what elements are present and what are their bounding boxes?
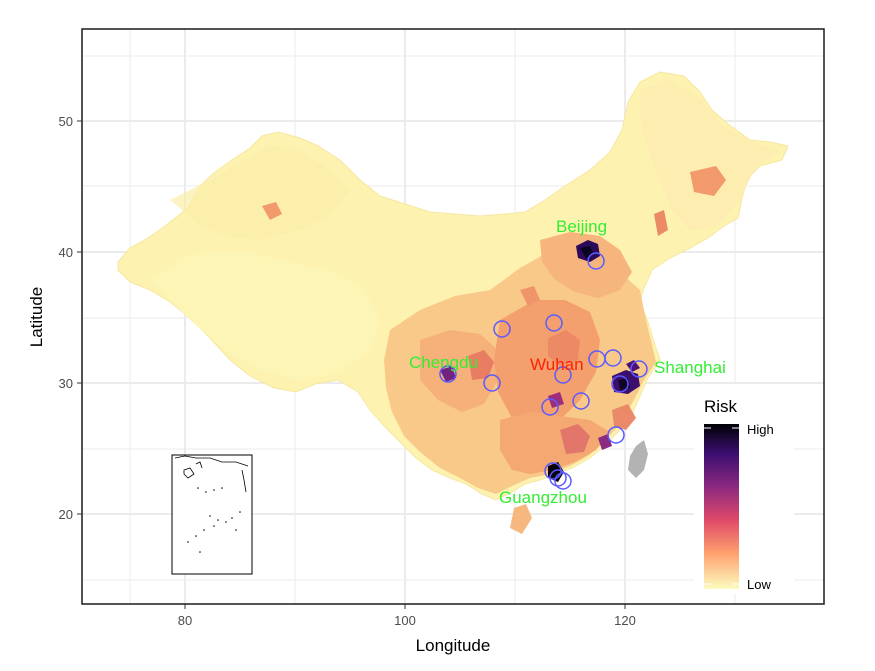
city-label-guangzhou: Guangzhou	[499, 488, 587, 507]
circle-marker	[483, 374, 501, 392]
city-label-chengdu: Chengdu	[409, 353, 478, 372]
circle-marker	[604, 349, 622, 367]
china-landmass	[117, 71, 789, 534]
x-tick-label: 120	[614, 613, 636, 628]
south-china-sea-inset	[171, 454, 253, 575]
circle-marker	[541, 398, 559, 416]
legend-high-label: High	[747, 422, 774, 437]
x-axis-title: Longitude	[416, 636, 491, 655]
region-hebei-shade	[540, 232, 632, 298]
patch-9	[520, 286, 540, 306]
circle-marker	[439, 365, 457, 383]
region-hubei-shade	[494, 300, 600, 428]
panel-border	[81, 28, 825, 605]
inset-coastline	[174, 455, 249, 493]
risk-legend: Risk High Low	[694, 384, 794, 594]
patch-6	[262, 202, 282, 220]
patch-7	[510, 504, 532, 534]
taiwan	[628, 440, 648, 478]
circle-marker	[549, 469, 567, 487]
x-tick-label: 80	[178, 613, 192, 628]
region-south-shade	[500, 412, 610, 474]
hotspot-wuhan	[626, 360, 640, 372]
city-labels: Beijing Shanghai Chengdu Wuhan Guangzhou	[409, 217, 726, 507]
y-tick-label: 30	[59, 376, 73, 391]
circle-marker	[630, 360, 648, 378]
hotspot-hunan	[548, 392, 564, 408]
legend-colorbar	[704, 424, 739, 589]
circle-marker	[554, 472, 572, 490]
y-tick-label: 40	[59, 245, 73, 260]
circle-marker	[587, 252, 605, 270]
patch-2	[468, 350, 494, 380]
y-tick-label: 20	[59, 507, 73, 522]
circle-marker	[607, 426, 625, 444]
circle-marker	[554, 366, 572, 384]
circle-marker	[572, 392, 590, 410]
city-label-shanghai: Shanghai	[654, 358, 726, 377]
legend-title: Risk	[704, 397, 738, 416]
patch-4	[612, 404, 636, 430]
region-northwest-shade	[170, 145, 350, 240]
patch-3	[560, 424, 590, 454]
city-label-wuhan: Wuhan	[530, 355, 584, 374]
region-tibet-shade	[150, 250, 380, 380]
city-circles	[439, 252, 648, 490]
city-label-beijing: Beijing	[556, 217, 607, 236]
circle-marker	[611, 375, 629, 393]
inset-islands	[187, 487, 241, 553]
y-axis-title: Latitude	[27, 287, 46, 348]
patch-1	[548, 330, 580, 366]
y-tick-label: 50	[59, 114, 73, 129]
region-sichuan-shade	[420, 330, 500, 412]
patch-5	[690, 166, 726, 196]
patch-8	[654, 210, 668, 236]
hotspot-chengdu	[440, 366, 456, 382]
x-tick-label: 100	[394, 613, 416, 628]
legend-low-label: Low	[747, 577, 771, 592]
axis-ticks	[77, 120, 626, 609]
circle-marker	[545, 314, 563, 332]
circle-marker	[493, 320, 511, 338]
region-northeast-shade	[640, 80, 780, 230]
